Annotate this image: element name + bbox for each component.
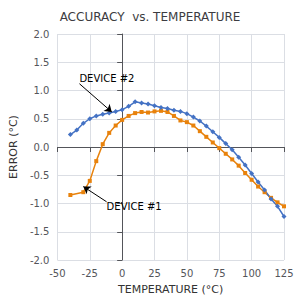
svg-text:DEVICE #2: DEVICE #2 <box>79 73 134 84</box>
svg-text:-0.5: -0.5 <box>30 170 50 181</box>
svg-text:DEVICE #1: DEVICE #1 <box>107 201 162 212</box>
svg-text:-1.5: -1.5 <box>30 226 50 237</box>
svg-text:-50: -50 <box>49 268 65 279</box>
svg-text:-1.0: -1.0 <box>30 198 50 209</box>
svg-text:50: 50 <box>181 268 194 279</box>
svg-text:1.0: 1.0 <box>34 85 50 96</box>
svg-text:-2.0: -2.0 <box>30 255 50 266</box>
svg-text:0.0: 0.0 <box>34 142 50 153</box>
svg-text:25: 25 <box>148 268 161 279</box>
svg-text:2.0: 2.0 <box>34 29 50 40</box>
svg-text:100: 100 <box>242 268 261 279</box>
svg-text:125: 125 <box>274 268 293 279</box>
svg-text:ERROR (°C): ERROR (°C) <box>7 115 20 179</box>
svg-text:0.5: 0.5 <box>34 113 50 124</box>
svg-text:-25: -25 <box>82 268 98 279</box>
svg-text:0: 0 <box>119 268 125 279</box>
svg-text:TEMPERATURE (°C): TEMPERATURE (°C) <box>117 283 223 296</box>
svg-text:1.5: 1.5 <box>34 57 50 68</box>
svg-text:ACCURACY vs. TEMPERATURE: ACCURACY vs. TEMPERATURE <box>60 10 241 24</box>
svg-text:75: 75 <box>213 268 226 279</box>
